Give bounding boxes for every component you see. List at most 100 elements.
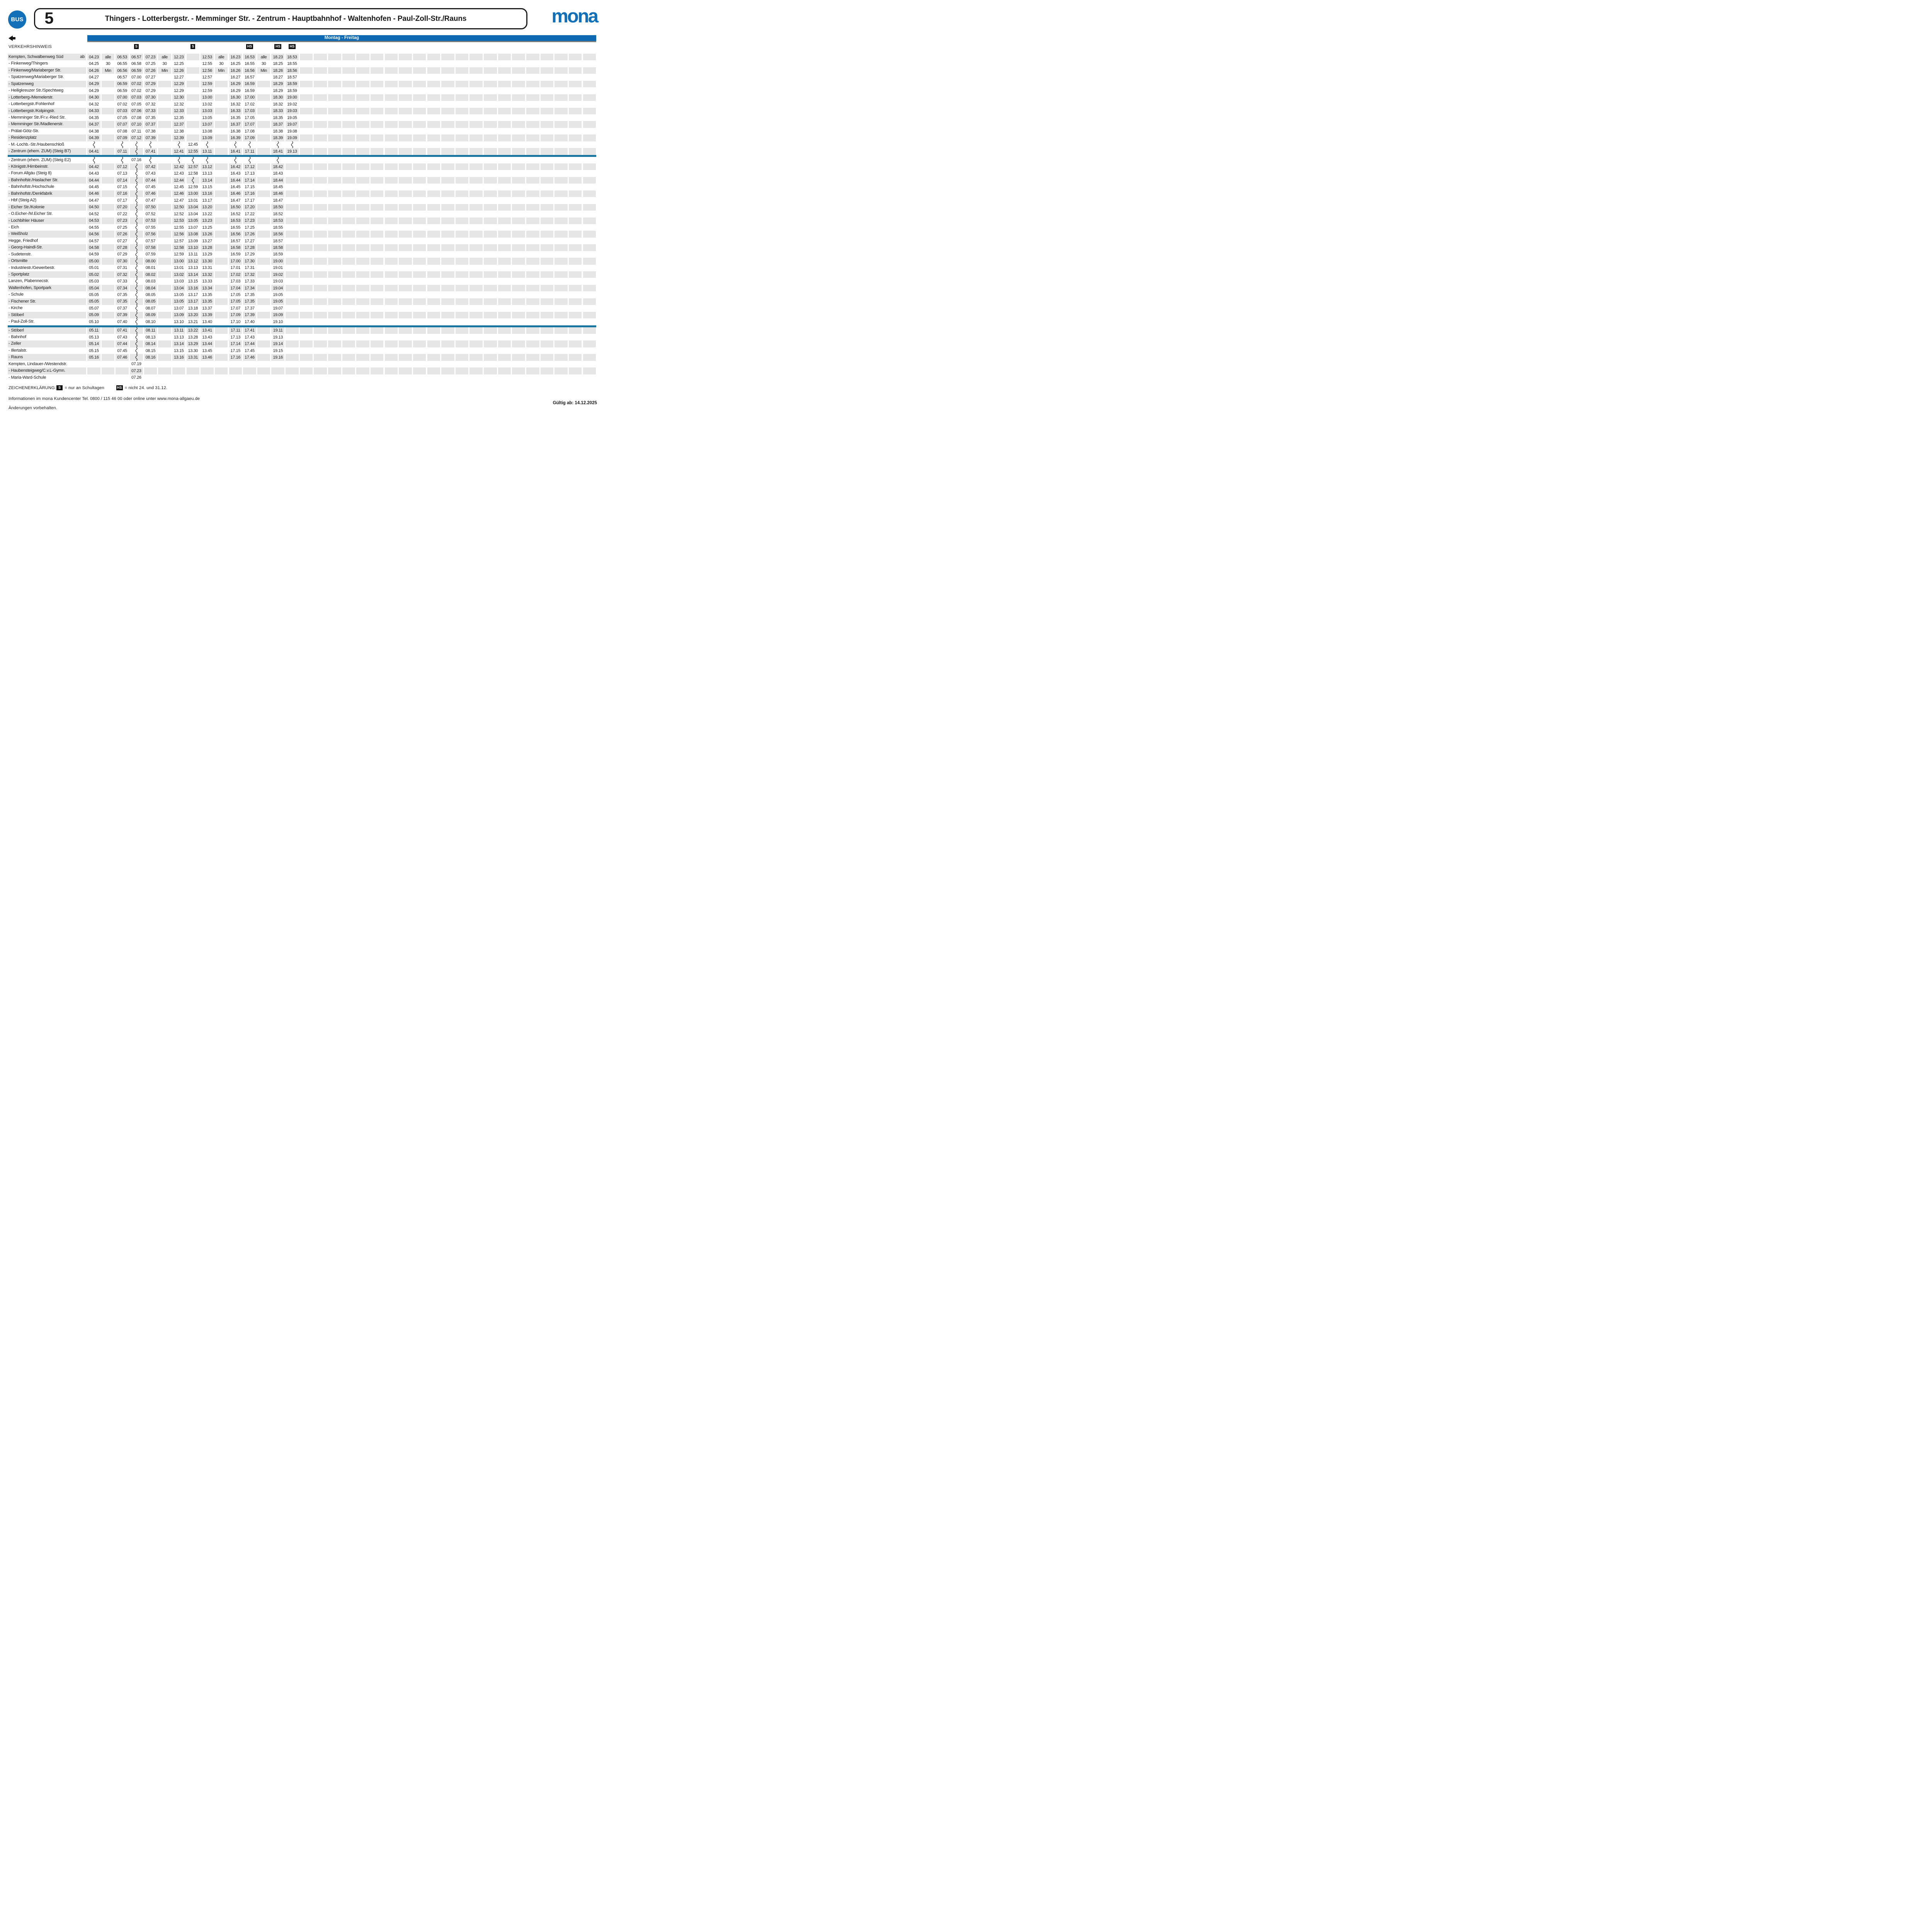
time-cell [484,80,497,88]
time-cell [101,284,115,292]
time-cell [300,278,313,284]
time-cell [370,148,384,155]
time-cell [469,231,483,238]
time-cell [286,177,299,184]
time-cell: 07.37 [144,121,157,128]
time-cell [413,107,426,114]
table-row: - Weißholz 04.56 07.26 07.56 12.56 13.08 13.26… [8,231,596,238]
time-cell [456,114,469,121]
time-cell: 06.59 [116,80,129,88]
time-cell [469,114,483,121]
time-cell [554,311,568,319]
time-cell [469,224,483,231]
time-cell [512,177,525,184]
time-cell [286,184,299,190]
time-cell [441,67,454,74]
time-cell: 06.59 [130,67,143,74]
time-cell [371,87,384,94]
time-cell [455,231,469,238]
time-cell: 07.46 [144,190,157,197]
time-cell [583,197,596,204]
time-cell [102,291,115,298]
time-cell [526,291,539,298]
time-cell [257,305,270,311]
time-cell [356,311,369,319]
time-cell [427,67,440,74]
time-cell [413,141,426,148]
time-cell: 05.05 [87,298,100,305]
time-cell: 04.45 [89,185,99,190]
time-cell: 13.45 [202,348,212,353]
time-cell [526,148,539,155]
time-cell [455,94,469,101]
stop-name: - Residenzplatz [8,134,86,141]
time-cell [314,298,327,305]
runs-through-marker [130,278,143,285]
time-cell [102,114,115,121]
time-cell [158,265,171,271]
time-cell [286,354,299,361]
table-row: Waltenhofen, Sportpark 05.04 07.34 08.04 13.… [8,284,596,292]
time-cell [271,374,284,381]
time-cell [427,238,440,244]
time-cell [257,318,270,325]
time-cell: 08.00 [144,258,157,265]
time-cell [484,298,497,305]
time-cell: 16.41 [229,148,242,155]
time-cell [385,347,398,354]
time-cell [583,54,596,61]
time-cell [102,238,115,244]
time-cell: 12.55 [173,225,184,230]
time-cell: 05.14 [87,340,100,347]
time-cell [512,204,525,211]
time-cell [158,278,171,284]
time-cell [328,134,341,141]
time-cell [484,177,497,184]
time-cell [214,327,228,334]
time-cell [569,211,582,217]
stop-name: - Bahnhof [9,334,26,339]
time-cell [569,128,582,134]
time-cell [102,87,115,94]
time-cell [314,157,327,163]
time-cell: 04.52 [89,211,99,216]
table-row: - Zentrum (ehem. ZUM) (Steig B7) 04.41 07.… [8,148,596,155]
time-cell [328,163,341,170]
time-cell [512,340,525,347]
time-cell [371,211,384,217]
time-cell [102,265,115,271]
time-cell: 13.13 [202,171,212,176]
time-cell [101,204,115,211]
time-cell [484,67,497,74]
time-cell: 17.25 [245,225,255,230]
time-cell [512,224,525,231]
time-cell [526,298,539,305]
time-cell: 19.02 [287,102,297,107]
time-cell: 04.50 [87,204,100,211]
time-cell: 13.27 [202,238,212,243]
time-cell: 17.30 [243,258,256,265]
time-cell [286,251,299,258]
time-cell [328,311,341,319]
time-cell [441,318,454,325]
time-cell [314,211,327,217]
time-cell [158,224,171,231]
time-cell [385,114,398,121]
time-cell: 12.35 [173,115,184,120]
time-cell [158,258,171,265]
time-cell [554,354,568,361]
time-cell [469,298,483,305]
time-cell: 06.57 [117,75,127,80]
time-cell [299,54,313,61]
time-cell [356,231,369,238]
time-cell [455,354,469,361]
time-cell [399,354,412,361]
time-cell [540,231,554,238]
time-cell: 08.07 [145,306,156,311]
time-cell: 08.05 [145,293,156,298]
time-cell [427,231,440,238]
time-cell: alle [214,54,228,61]
table-row: - M.-Lochb.-Str./Haubenschloß 12.45 [8,141,596,148]
time-cell: 13.20 [186,311,200,319]
time-cell [455,298,469,305]
